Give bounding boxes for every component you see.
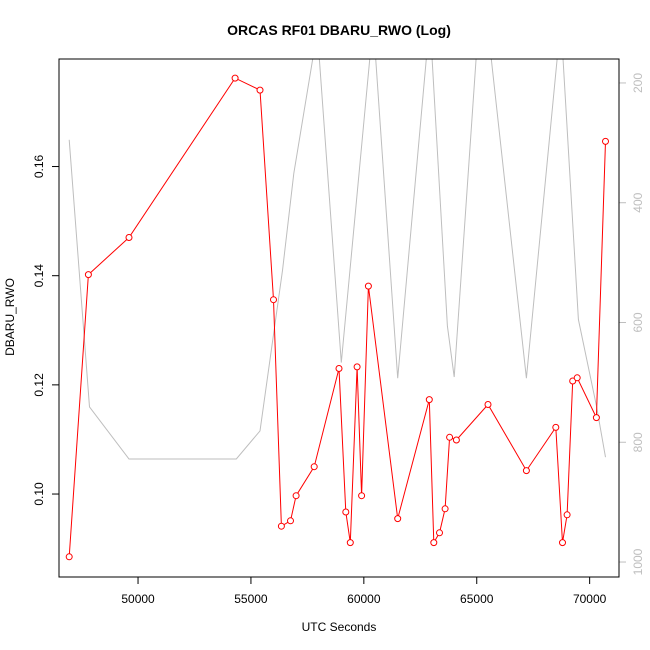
data-point [270, 296, 277, 304]
data-point [425, 396, 433, 404]
data-point [559, 539, 566, 547]
y2-tick-label: 1000 [631, 548, 645, 575]
data-point [231, 74, 239, 82]
data-point [563, 511, 571, 519]
data-point [441, 505, 449, 513]
secondary-series-layer [68, 59, 606, 460]
y-tick-label: 0.16 [32, 154, 46, 178]
data-point [65, 553, 73, 561]
x-axis-label: UTC Seconds [302, 620, 377, 634]
chart-title: ORCAS RF01 DBARU_RWO (Log) [227, 22, 451, 38]
y2-tick-label: 800 [631, 432, 645, 452]
data-point [256, 86, 264, 94]
data-point [292, 492, 300, 500]
data-point [84, 271, 92, 279]
y2-tick-label: 400 [631, 192, 645, 212]
data-point [573, 374, 581, 382]
data-point [484, 401, 492, 408]
data-point [436, 529, 443, 537]
data-point [446, 433, 454, 441]
data-point [335, 365, 343, 372]
primary-series-line [68, 77, 606, 557]
data-point [592, 414, 600, 422]
axes-layer: 50000 55000 60000 65000 70000 0.10 0.12 0.14 0.1… [32, 73, 645, 606]
data-point [342, 508, 350, 516]
data-point [125, 234, 133, 241]
data-point [452, 436, 460, 444]
data-point [394, 515, 402, 523]
primary-series-layer [65, 74, 609, 561]
data-point [522, 467, 530, 475]
data-point [430, 539, 438, 547]
data-point [346, 539, 354, 547]
data-point [310, 463, 318, 471]
data-point [364, 282, 372, 290]
data-point [277, 522, 285, 530]
plot-frame [58, 58, 620, 578]
x-tick-label: 70000 [573, 592, 607, 606]
y2-tick-label: 600 [631, 312, 645, 332]
data-point [602, 137, 609, 145]
x-tick-label: 55000 [234, 592, 268, 606]
data-point [358, 492, 366, 500]
y2-tick-label: 200 [631, 73, 645, 93]
x-tick-label: 65000 [460, 592, 494, 606]
y-axis-label: DBARU_RWO [3, 278, 17, 356]
x-tick-label: 60000 [347, 592, 381, 606]
x-tick-label: 50000 [121, 592, 155, 606]
y-tick-label: 0.14 [32, 264, 46, 288]
y-tick-label: 0.10 [32, 482, 46, 506]
secondary-series-line [68, 59, 606, 460]
data-point [287, 517, 294, 525]
data-point [353, 363, 361, 371]
data-point [552, 423, 560, 431]
y-tick-label: 0.12 [32, 373, 46, 397]
